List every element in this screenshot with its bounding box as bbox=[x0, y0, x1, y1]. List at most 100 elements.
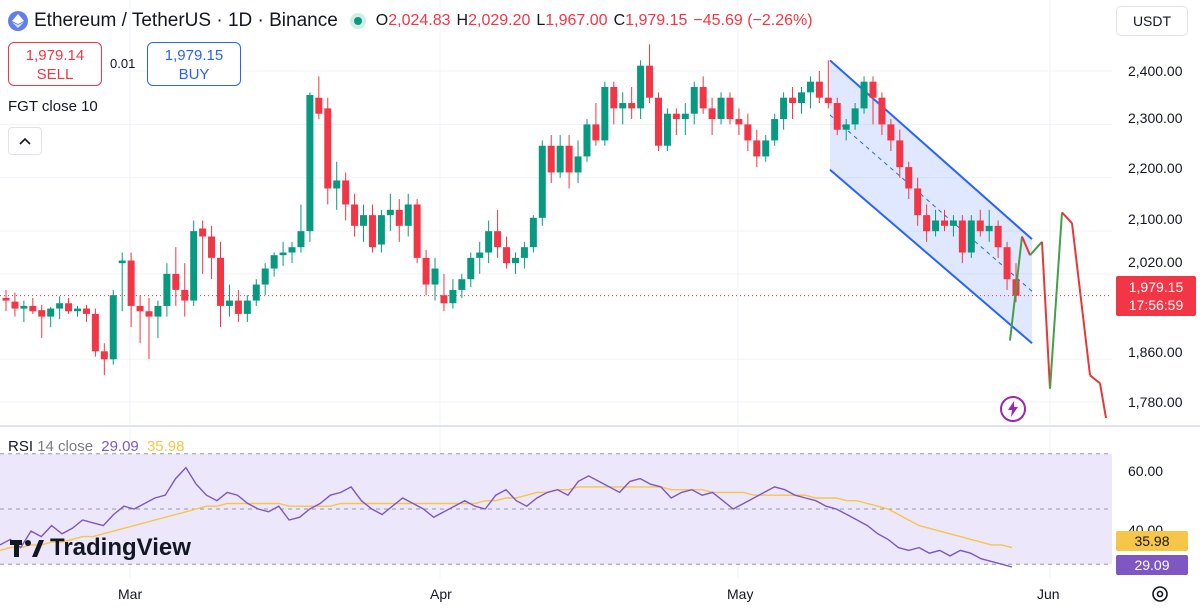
candle-body bbox=[47, 308, 55, 317]
candle-body bbox=[583, 124, 591, 157]
x-tick-label: Mar bbox=[118, 586, 143, 602]
candle-body bbox=[467, 257, 475, 280]
candle-body bbox=[815, 81, 823, 98]
candle-body bbox=[190, 231, 198, 301]
rsi-ma-tag: 35.98 bbox=[1116, 531, 1188, 551]
candle-body bbox=[735, 119, 743, 125]
open-value: 2,024.83 bbox=[388, 12, 451, 29]
candle-body bbox=[601, 87, 609, 141]
candle-body bbox=[20, 305, 28, 309]
candle-body bbox=[520, 247, 528, 258]
candle-body bbox=[923, 215, 931, 232]
tradingview-logo[interactable]: TradingView bbox=[10, 534, 191, 562]
candle-body bbox=[932, 220, 940, 232]
descending-channel bbox=[829, 59, 1033, 345]
candle-body bbox=[949, 220, 957, 226]
candle-body bbox=[136, 305, 144, 312]
rsi-value: 29.09 bbox=[101, 438, 139, 455]
candle-body bbox=[681, 113, 689, 120]
candle-body bbox=[74, 308, 82, 312]
buy-button[interactable]: 1,979.15 BUY bbox=[147, 42, 241, 86]
candle-body bbox=[297, 231, 305, 248]
candle-body bbox=[38, 310, 46, 317]
candle-body bbox=[878, 97, 886, 125]
candle-body bbox=[994, 225, 1002, 248]
candle-body bbox=[646, 65, 654, 98]
y-tick-label: 1,780.00 bbox=[1128, 394, 1183, 410]
candle-body bbox=[851, 108, 859, 125]
candle-body bbox=[181, 289, 189, 301]
candle-body bbox=[789, 97, 797, 104]
candle-body bbox=[654, 97, 662, 146]
rsi-ma-value: 35.98 bbox=[146, 438, 185, 455]
candle-body bbox=[458, 279, 466, 290]
candle-body bbox=[503, 247, 511, 264]
rsi-params: 14 close bbox=[37, 438, 94, 455]
candle-body bbox=[163, 273, 171, 306]
candle-body bbox=[628, 103, 636, 109]
candle-body bbox=[860, 81, 868, 109]
candle-body bbox=[342, 180, 350, 205]
candle-body bbox=[967, 220, 975, 253]
candle-body bbox=[306, 95, 314, 232]
candle-body bbox=[11, 301, 19, 309]
high-key: H bbox=[456, 12, 469, 29]
gear-icon[interactable] bbox=[1150, 584, 1170, 604]
y-tick-label: 1,860.00 bbox=[1128, 344, 1183, 360]
symbol-header[interactable]: Ethereum / TetherUS · 1D · Binance O2,02… bbox=[8, 8, 813, 34]
candle-body bbox=[806, 81, 814, 93]
candle-body bbox=[82, 308, 90, 314]
open-key: O bbox=[375, 12, 389, 29]
candle-body bbox=[1003, 247, 1011, 280]
current-price-tag: 1,979.15 17:56:59 bbox=[1116, 276, 1196, 316]
low-value: 1,967.00 bbox=[545, 12, 608, 29]
candle-body bbox=[637, 65, 645, 109]
channel-fill bbox=[830, 60, 1032, 344]
buy-label: BUY bbox=[178, 66, 210, 83]
candle-body bbox=[225, 300, 233, 306]
candle-body bbox=[109, 295, 117, 360]
candle-body bbox=[976, 220, 984, 232]
indicator-label[interactable]: FGT close 10 bbox=[8, 98, 98, 115]
candle-body bbox=[29, 305, 37, 312]
candle-body bbox=[65, 303, 73, 312]
rsi-legend[interactable]: RSI 14 close 29.09 35.98 bbox=[8, 438, 185, 455]
lightning-icon[interactable] bbox=[998, 394, 1028, 424]
x-tick-label: May bbox=[727, 586, 754, 602]
sell-button[interactable]: 1,979.14 SELL bbox=[8, 42, 102, 86]
projection-up-leg bbox=[1049, 212, 1063, 389]
candle-body bbox=[386, 209, 394, 216]
projection-down-leg bbox=[1021, 236, 1031, 256]
candle-body bbox=[538, 145, 546, 218]
candle-body bbox=[91, 313, 99, 352]
candle-body bbox=[56, 303, 64, 309]
candle-body bbox=[494, 231, 502, 248]
candle-body bbox=[270, 255, 278, 269]
candle-body bbox=[422, 257, 430, 285]
candle-body bbox=[351, 204, 359, 226]
candle-body bbox=[592, 124, 600, 141]
rsi-name: RSI bbox=[8, 438, 34, 455]
y-tick-label: 2,020.00 bbox=[1128, 254, 1183, 270]
bar-countdown: 17:56:59 bbox=[1128, 297, 1184, 313]
candle-body bbox=[556, 145, 564, 173]
candle-body bbox=[833, 103, 841, 130]
candle-body bbox=[529, 217, 537, 248]
sell-price: 1,979.14 bbox=[25, 47, 85, 64]
rsi-lines bbox=[0, 466, 1013, 568]
candle-body bbox=[887, 124, 895, 141]
y-tick-label: 2,300.00 bbox=[1128, 110, 1183, 126]
candle-body bbox=[824, 97, 832, 104]
current-price: 1,979.15 bbox=[1128, 279, 1184, 295]
change-value: −45.69 (−2.26%) bbox=[693, 12, 813, 29]
candle-body bbox=[118, 260, 126, 264]
buy-price: 1,979.15 bbox=[164, 47, 224, 64]
brand-name: TradingView bbox=[50, 534, 191, 561]
channel-lower-line bbox=[829, 169, 1033, 345]
spread-value: 0.01 bbox=[110, 56, 136, 71]
close-key: C bbox=[613, 12, 626, 29]
candle-body bbox=[279, 252, 287, 256]
currency-button[interactable]: USDT bbox=[1116, 6, 1188, 36]
collapse-indicators-button[interactable] bbox=[8, 127, 42, 155]
